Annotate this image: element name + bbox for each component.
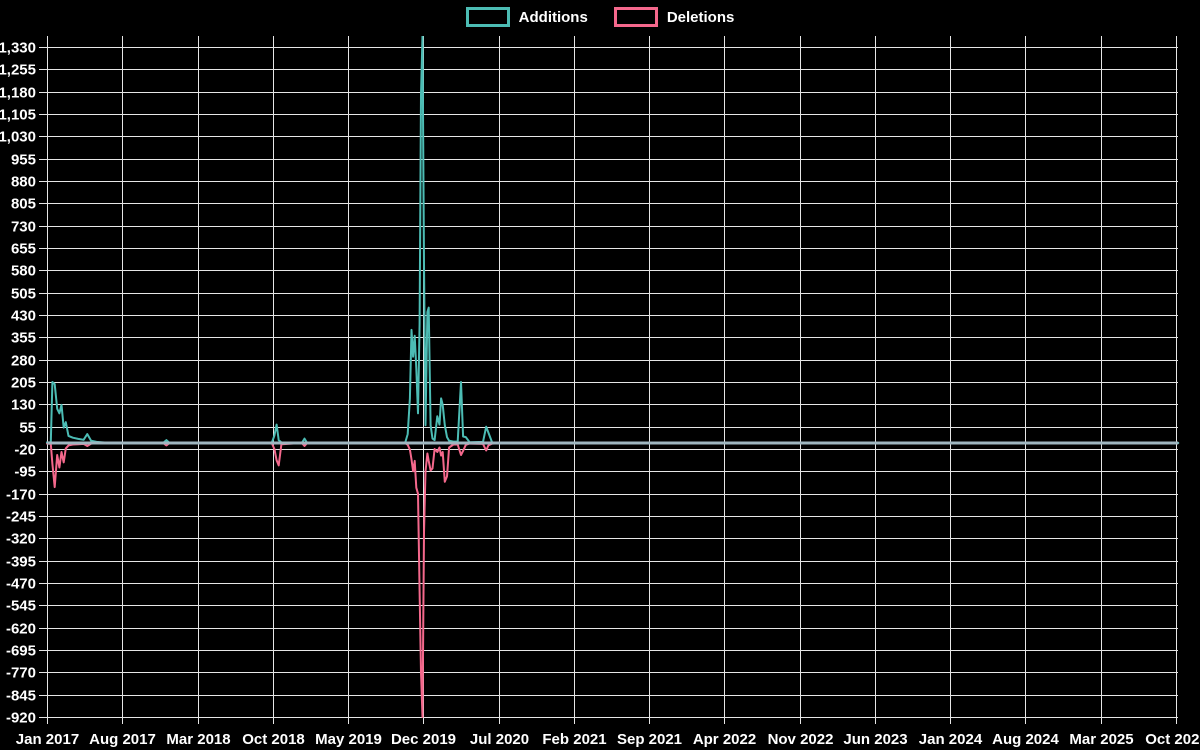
y-axis-label: 580 (11, 263, 36, 280)
x-axis-label: May 2019 (315, 731, 382, 748)
legend-item-additions[interactable]: Additions (465, 7, 588, 27)
y-axis-label: 730 (11, 219, 36, 236)
y-axis-label: -245 (6, 509, 36, 526)
y-axis-label: 805 (11, 196, 36, 213)
x-axis-label: Feb 2021 (542, 731, 606, 748)
y-axis-label: -395 (6, 554, 36, 571)
x-axis-label: Mar 2018 (166, 731, 230, 748)
y-axis-label: -545 (6, 598, 36, 615)
x-axis-label: Apr 2022 (693, 731, 756, 748)
y-axis-label: -770 (6, 665, 36, 682)
y-axis-label: 1,105 (0, 107, 36, 124)
y-axis-label: 955 (11, 152, 36, 169)
y-axis-label: 130 (11, 397, 36, 414)
chart-legend: Additions Deletions (0, 7, 1200, 27)
x-axis-label: Jun 2023 (843, 731, 907, 748)
x-axis-label: Aug 2017 (89, 731, 156, 748)
y-axis-label: -470 (6, 576, 36, 593)
deletions-line (46, 442, 1180, 718)
x-axis-label: Sep 2021 (617, 731, 682, 748)
y-axis-label: -95 (14, 464, 36, 481)
y-axis-label: 1,330 (0, 40, 36, 57)
y-axis-label: -695 (6, 643, 36, 660)
y-axis-label: -845 (6, 688, 36, 705)
y-axis-label: -920 (6, 710, 36, 727)
x-axis-label: Nov 2022 (768, 731, 834, 748)
y-axis-label: 1,255 (0, 62, 36, 79)
additions-swatch-icon (465, 7, 510, 27)
y-axis-label: 355 (11, 330, 36, 347)
x-axis-label: Dec 2019 (391, 731, 456, 748)
y-axis-label: 55 (19, 420, 36, 437)
y-axis-label: 1,030 (0, 129, 36, 146)
x-axis-label: Aug 2024 (992, 731, 1059, 748)
x-axis-label: Mar 2025 (1069, 731, 1133, 748)
y-axis-label: 505 (11, 286, 36, 303)
y-axis-label: 1,180 (0, 85, 36, 102)
x-axis-label: Jan 2017 (16, 731, 79, 748)
x-axis-label: Jan 2024 (919, 731, 983, 748)
x-axis-label: Oct 2025 (1145, 731, 1200, 748)
additions-line (46, 36, 1180, 444)
y-axis-label: -620 (6, 621, 36, 638)
y-axis-label: 880 (11, 174, 36, 191)
legend-label-deletions: Deletions (666, 8, 735, 26)
y-axis-label: 280 (11, 353, 36, 370)
legend-item-deletions[interactable]: Deletions (613, 7, 735, 27)
y-axis-label: 430 (11, 308, 36, 325)
legend-label-additions: Additions (518, 8, 588, 26)
deletions-swatch-icon (613, 7, 658, 27)
y-axis-label: 655 (11, 241, 36, 258)
y-axis-label: -170 (6, 487, 36, 504)
x-axis-label: Oct 2018 (242, 731, 305, 748)
y-axis-label: -320 (6, 531, 36, 548)
x-axis-label: Jul 2020 (470, 731, 529, 748)
y-axis-label: 205 (11, 375, 36, 392)
y-axis-label: -20 (14, 442, 36, 459)
